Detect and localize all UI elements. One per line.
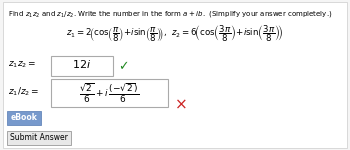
Text: $z_1/z_2 =$: $z_1/z_2 =$ xyxy=(8,85,40,98)
Text: ✓: ✓ xyxy=(118,60,128,73)
FancyBboxPatch shape xyxy=(51,79,168,107)
Text: Submit Answer: Submit Answer xyxy=(10,133,68,142)
Text: eBook: eBook xyxy=(10,113,37,122)
FancyBboxPatch shape xyxy=(7,111,41,125)
FancyBboxPatch shape xyxy=(3,2,347,148)
Text: $z_1z_2 =$: $z_1z_2 =$ xyxy=(8,60,36,70)
Text: $\dfrac{\sqrt{2}}{6} + i\,\dfrac{(-\sqrt{2})}{6}$: $\dfrac{\sqrt{2}}{6} + i\,\dfrac{(-\sqrt… xyxy=(79,82,139,105)
FancyBboxPatch shape xyxy=(51,56,113,76)
Text: $z_1 = 2\!\left(\cos\!\left(\dfrac{\pi}{8}\right)\! +\! i\sin\!\left(\dfrac{\pi}: $z_1 = 2\!\left(\cos\!\left(\dfrac{\pi}{… xyxy=(66,23,284,44)
Text: $\times$: $\times$ xyxy=(174,96,187,111)
FancyBboxPatch shape xyxy=(7,131,71,145)
Text: Find $z_1z_2$ and $z_1/z_2$. Write the number in the form $a + ib$.  (Simplify y: Find $z_1z_2$ and $z_1/z_2$. Write the n… xyxy=(8,9,332,19)
Text: $12i$: $12i$ xyxy=(72,58,92,70)
